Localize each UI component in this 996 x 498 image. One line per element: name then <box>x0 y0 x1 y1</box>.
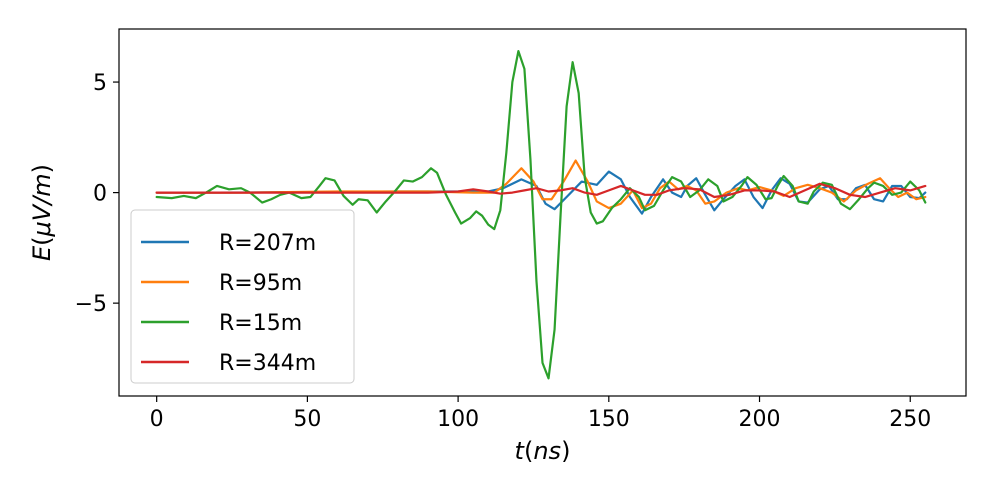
y-axis-var: E <box>28 245 56 261</box>
x-tick-label: 100 <box>437 407 479 432</box>
x-axis-var: t <box>515 437 526 465</box>
y-axis-unit: μV/m <box>28 173 56 237</box>
x-axis-unit: ns <box>533 437 561 465</box>
series-lines <box>155 50 927 380</box>
legend-label-2: R=95m <box>219 271 302 296</box>
legend-label-1: R=207m <box>219 231 316 256</box>
y-tick-label: −5 <box>75 292 107 317</box>
x-axis: 0 50 100 150 200 250 <box>150 396 931 432</box>
legend: R=207m R=95m R=15m R=344m <box>130 209 355 384</box>
legend-label-4: R=344m <box>219 351 316 376</box>
y-tick-label: 0 <box>93 182 107 207</box>
x-tick-label: 0 <box>150 407 164 432</box>
y-axis-label: E(μV/m) <box>28 164 56 261</box>
y-tick-label: 5 <box>93 71 107 96</box>
x-axis-label: t(ns) <box>515 437 571 465</box>
series-line-4 <box>155 182 927 199</box>
x-tick-label: 200 <box>739 407 781 432</box>
x-tick-label: 150 <box>588 407 630 432</box>
legend-label-3: R=15m <box>219 311 302 336</box>
x-tick-label: 250 <box>889 407 931 432</box>
plot-frame <box>118 28 967 397</box>
x-tick-label: 50 <box>293 407 321 432</box>
legend-box <box>130 209 355 384</box>
y-axis: −5 0 5 <box>75 71 119 317</box>
series-line-3 <box>155 50 927 380</box>
